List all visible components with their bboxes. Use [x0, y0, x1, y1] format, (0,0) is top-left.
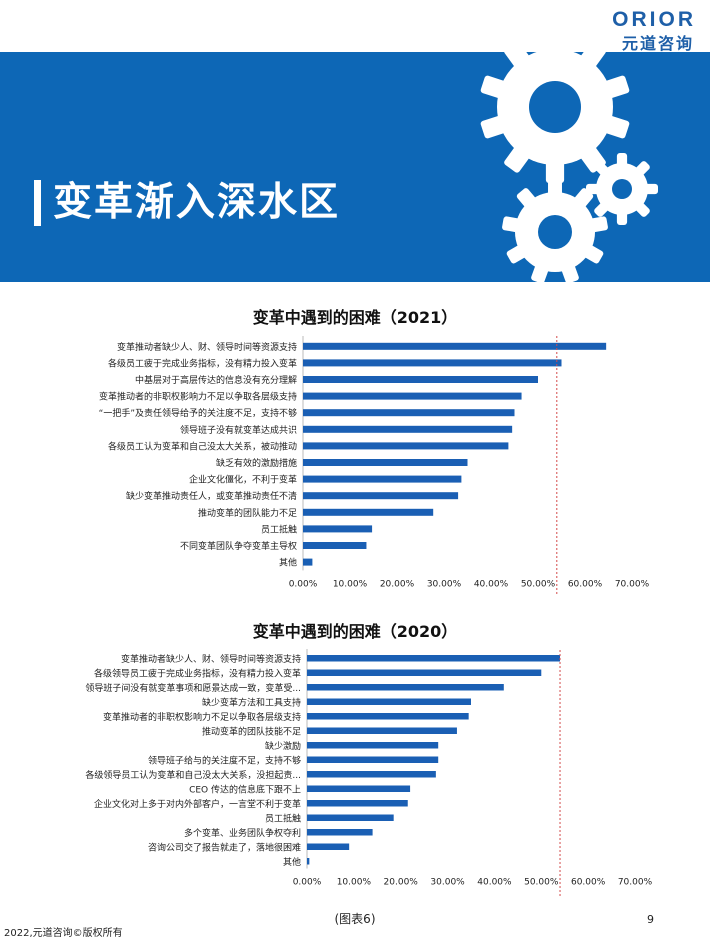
category-label: 推动变革的团队能力不足	[198, 507, 297, 519]
category-label: 变革推动者缺少人、财、领导时间等资源支持	[121, 653, 301, 665]
x-tick-label: 70.00%	[618, 878, 653, 888]
category-label: 缺少变革方法和工具支持	[202, 696, 301, 708]
bar	[307, 814, 394, 821]
bar	[303, 475, 462, 483]
chart-title-2020: 变革中遇到的困难（2020）	[252, 622, 458, 641]
bar	[303, 359, 562, 367]
x-tick-label: 0.00%	[289, 579, 318, 589]
x-tick-label: 50.00%	[521, 579, 556, 589]
x-tick-label: 40.00%	[474, 579, 509, 589]
chart-title-2021: 变革中遇到的困难（2021）	[252, 308, 458, 327]
bar-chart-2020: 变革推动者缺少人、财、领导时间等资源支持各级领导员工疲于完成业务指标，没有精力投…	[85, 648, 653, 898]
header-banner: 变革渐入深水区	[0, 52, 710, 282]
bar	[307, 858, 310, 865]
category-label: 各级员工认为变革和自己没太大关系，被动推动	[108, 440, 297, 452]
page-number: 9	[647, 913, 654, 926]
gear-icon-small	[586, 153, 658, 225]
category-label: 领导班子间没有就变革事项和愿景达成一致，变革受...	[85, 682, 301, 694]
x-tick-label: 60.00%	[571, 878, 606, 888]
x-tick-label: 40.00%	[477, 878, 512, 888]
x-tick-label: 30.00%	[430, 878, 465, 888]
category-label: 各级员工疲于完成业务指标，没有精力投入变革	[108, 357, 297, 369]
x-tick-label: 60.00%	[568, 579, 603, 589]
category-label: 各级领导员工认为变革和自己没太大关系，没担起责...	[85, 769, 301, 781]
category-label: 其他	[279, 557, 297, 569]
gears-illustration	[480, 52, 658, 282]
category-label: 领导班子没有就变革达成共识	[180, 424, 297, 436]
category-label: 变革推动者的非职权影响力不足以争取各层级支持	[103, 711, 301, 723]
category-label: 缺少激励	[265, 740, 301, 752]
category-label: 领导班子给与的关注度不足，支持不够	[148, 754, 301, 766]
bar	[307, 727, 457, 734]
bar	[307, 756, 439, 763]
category-label: 其他	[283, 856, 301, 868]
gear-icon-large	[480, 52, 630, 183]
category-label: 员工抵触	[265, 812, 301, 824]
category-label: “一把手”及责任领导给予的关注度不足，支持不够	[99, 407, 297, 419]
bar	[303, 525, 373, 533]
x-tick-label: 20.00%	[380, 579, 415, 589]
logo-wordmark: ORIOR	[612, 8, 696, 31]
category-label: 企业文化僵化，不利于变革	[189, 474, 297, 486]
figure-caption: (图表6)	[334, 912, 376, 926]
bar	[303, 425, 513, 433]
bar	[303, 558, 313, 566]
x-tick-label: 10.00%	[333, 579, 368, 589]
category-label: 变革推动者的非职权影响力不足以争取各层级支持	[99, 391, 297, 403]
bar	[307, 785, 411, 792]
bar	[307, 771, 436, 778]
bar	[303, 542, 367, 549]
category-label: 咨询公司交了报告就走了，落地很困难	[148, 841, 301, 853]
bar	[307, 669, 542, 676]
bar	[307, 742, 439, 749]
bar	[307, 655, 561, 662]
bar	[303, 342, 607, 350]
bar	[303, 392, 522, 400]
category-label: 变革推动者缺少人、财、领导时间等资源支持	[117, 341, 297, 353]
category-label: 缺乏有效的激励措施	[216, 457, 297, 469]
category-label: 中基层对于高层传达的信息没有充分理解	[135, 374, 297, 386]
x-tick-label: 0.00%	[293, 878, 322, 888]
bar	[303, 508, 434, 516]
category-label: 各级领导员工疲于完成业务指标，没有精力投入变革	[94, 667, 301, 679]
bar	[307, 698, 471, 705]
bar	[303, 459, 468, 466]
copyright-text: 2022,元道咨询©版权所有	[4, 928, 123, 939]
bar	[303, 442, 509, 450]
bar	[303, 492, 459, 500]
category-label: 企业文化对上多于对内外部客户，一言堂不利于变革	[94, 798, 301, 810]
bar	[303, 376, 538, 383]
gear-icon-medium	[502, 179, 608, 282]
bar	[303, 409, 515, 417]
bar	[307, 713, 469, 720]
category-label: 多个变革、业务团队争权夺利	[184, 827, 301, 839]
bar	[307, 684, 504, 691]
bar	[307, 800, 408, 807]
page-title: 变革渐入深水区	[34, 180, 340, 226]
category-label: 推动变革的团队技能不足	[202, 725, 301, 737]
x-tick-label: 20.00%	[384, 878, 419, 888]
x-tick-label: 10.00%	[337, 878, 372, 888]
bar-chart-2021: 变革推动者缺少人、财、领导时间等资源支持各级员工疲于完成业务指标，没有精力投入变…	[99, 334, 650, 596]
category-label: CEO 传达的信息底下跟不上	[189, 783, 301, 795]
category-label: 员工抵触	[261, 523, 297, 535]
x-tick-label: 50.00%	[524, 878, 559, 888]
bar	[307, 829, 373, 836]
brand-logo: ORIOR 元道咨询	[596, 8, 696, 53]
x-tick-label: 70.00%	[615, 579, 650, 589]
bar	[307, 843, 350, 850]
category-label: 不同变革团队争夺变革主导权	[180, 540, 297, 552]
logo-chinese-name: 元道咨询	[621, 34, 694, 53]
x-tick-label: 30.00%	[427, 579, 462, 589]
category-label: 缺少变革推动责任人，或变革推动责任不清	[126, 490, 297, 502]
